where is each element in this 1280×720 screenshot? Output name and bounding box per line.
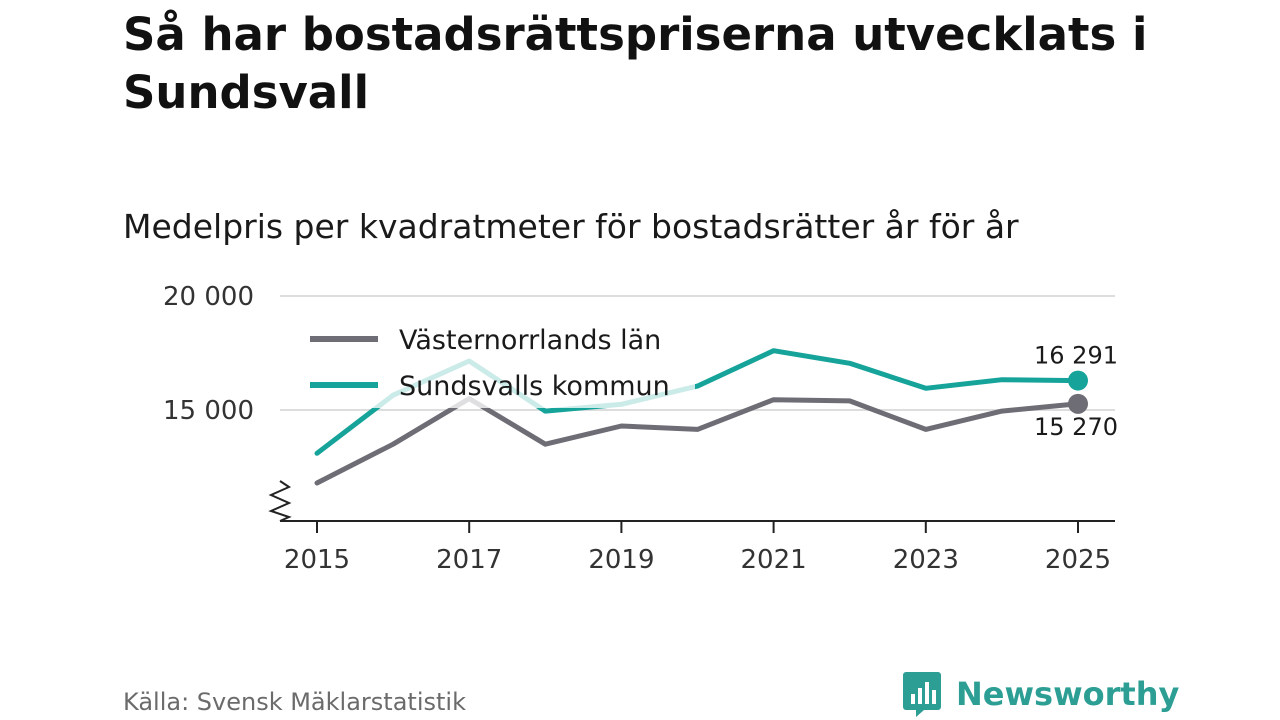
- logo-bar-2: [918, 688, 922, 704]
- logo-bar-4: [932, 690, 936, 704]
- newsworthy-logo-icon: [903, 672, 941, 717]
- y-tick-label: 15 000: [163, 396, 254, 426]
- logo-bar-1: [911, 694, 915, 704]
- end-point-kommun: [1068, 370, 1088, 391]
- y-tick-label: 20 000: [163, 282, 254, 312]
- x-tick-label: 2015: [284, 545, 350, 575]
- x-tick-label: 2025: [1045, 545, 1111, 575]
- brand-logo: Newsworthy: [902, 670, 1179, 718]
- legend-background: [300, 318, 695, 408]
- x-tick-label: 2021: [741, 545, 807, 575]
- chart-title: Så har bostadsrättspriserna utvecklats i…: [123, 8, 1148, 119]
- end-label-lan: 15 270: [1034, 413, 1118, 441]
- x-tick-label: 2023: [893, 545, 959, 575]
- x-tick-label: 2019: [588, 545, 654, 575]
- source-note: Källa: Svensk Mäklarstatistik: [123, 688, 466, 716]
- legend-label-kommun: Sundsvalls kommun: [399, 371, 670, 402]
- logo-bar-3: [925, 682, 929, 704]
- legend-label-lan: Västernorrlands län: [399, 325, 661, 356]
- line-chart: 15 000 20 000 2015 2017 2019 2021 2023 2025 Väst…: [163, 282, 1118, 575]
- x-tick-label: 2017: [436, 545, 502, 575]
- end-point-lan: [1068, 393, 1088, 414]
- series-line-lan: [314, 396, 1081, 486]
- brand-name: Newsworthy: [956, 675, 1180, 713]
- axis-break-icon: [268, 480, 292, 522]
- chart-subtitle: Medelpris per kvadratmeter för bostadsrä…: [123, 207, 1019, 246]
- end-label-kommun: 16 291: [1034, 342, 1118, 370]
